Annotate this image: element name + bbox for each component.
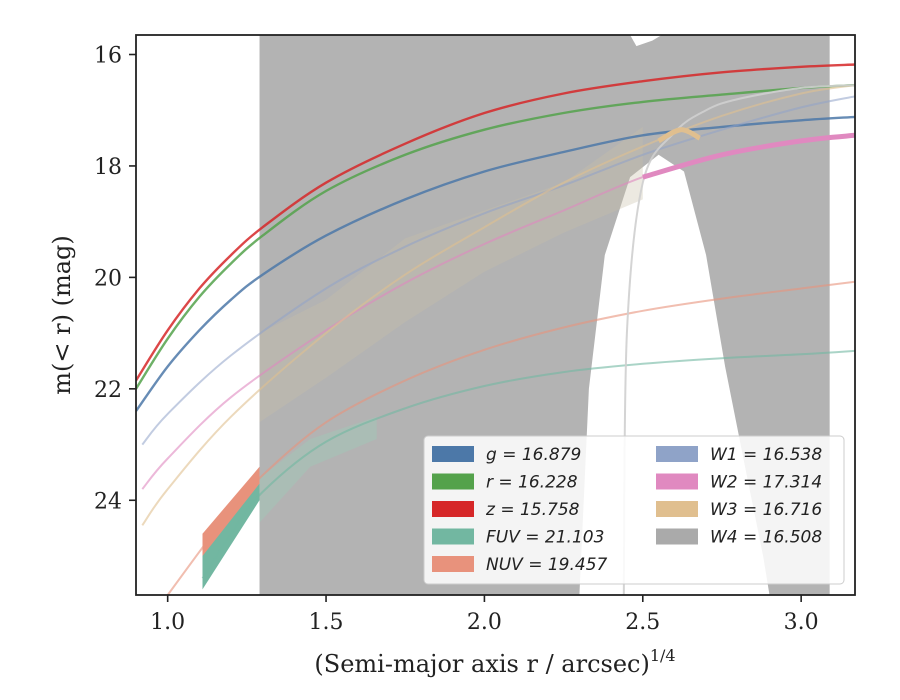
legend-label: W2 = 17.314 [710,473,822,493]
legend-label: FUV = 21.103 [486,528,604,548]
series-line-g [136,115,855,412]
series-line-fuv [201,349,855,579]
y-tick-label: 16 [94,44,122,69]
series-line-w3 [141,84,855,526]
legend-label: z = 15.758 [485,500,580,520]
w-band-uncertainty [259,126,643,423]
axis-ticks: 1.0 1.5 2.0 2.5 3.0 16 18 20 22 24 [94,44,819,635]
legend-swatch [432,528,474,545]
legend-label: NUV = 19.457 [486,555,608,575]
legend-label: r = 16.228 [486,473,578,493]
y-tick-label: 20 [94,266,122,291]
legend-label: W4 = 16.508 [710,528,822,548]
legend-swatch [432,556,474,572]
x-tick-label: 1.0 [150,610,185,635]
legend-swatch [432,473,474,490]
plot-frame [135,34,856,596]
uv-uncertainty [259,416,377,523]
legend-swatch [656,446,698,462]
series-line-w2-outer [642,132,855,180]
legend-swatch [656,501,698,517]
series-line-r [136,83,855,390]
y-tick-label: 22 [94,378,122,403]
legend-swatch [656,473,698,490]
legend: g = 16.879 r = 16.228 z = 15.758 FUV = 21.1… [423,435,845,585]
x-axis-label: (Semi-major axis r / arcsec)1/4 [314,646,675,678]
x-tick-label: 1.5 [309,610,344,635]
x-tick-label: 2.0 [467,610,502,635]
x-tick-label: 3.0 [784,610,819,635]
legend-box [423,435,845,585]
series-line-w3-peak [657,127,701,144]
y-tick-label: 24 [94,489,122,514]
x-tick-label: 2.5 [625,610,660,635]
legend-label: W3 = 16.716 [710,500,822,520]
x-axis-label-exponent: 1/4 [650,646,676,665]
legend-swatch [432,501,474,517]
legend-swatch [656,528,698,545]
w4-band-gap-top [630,35,662,47]
y-axis-label: m(< r) (mag) [48,235,76,394]
legend-swatch [432,446,474,462]
legend-label: g = 16.879 [486,445,581,465]
legend-label: W1 = 16.538 [710,445,822,465]
series-line-nuv [166,280,855,595]
series-line-w1 [141,95,855,446]
x-axis-label-main: (Semi-major axis r / arcsec) [314,650,649,678]
series-line-z [136,63,855,382]
y-tick-label: 18 [94,155,122,180]
